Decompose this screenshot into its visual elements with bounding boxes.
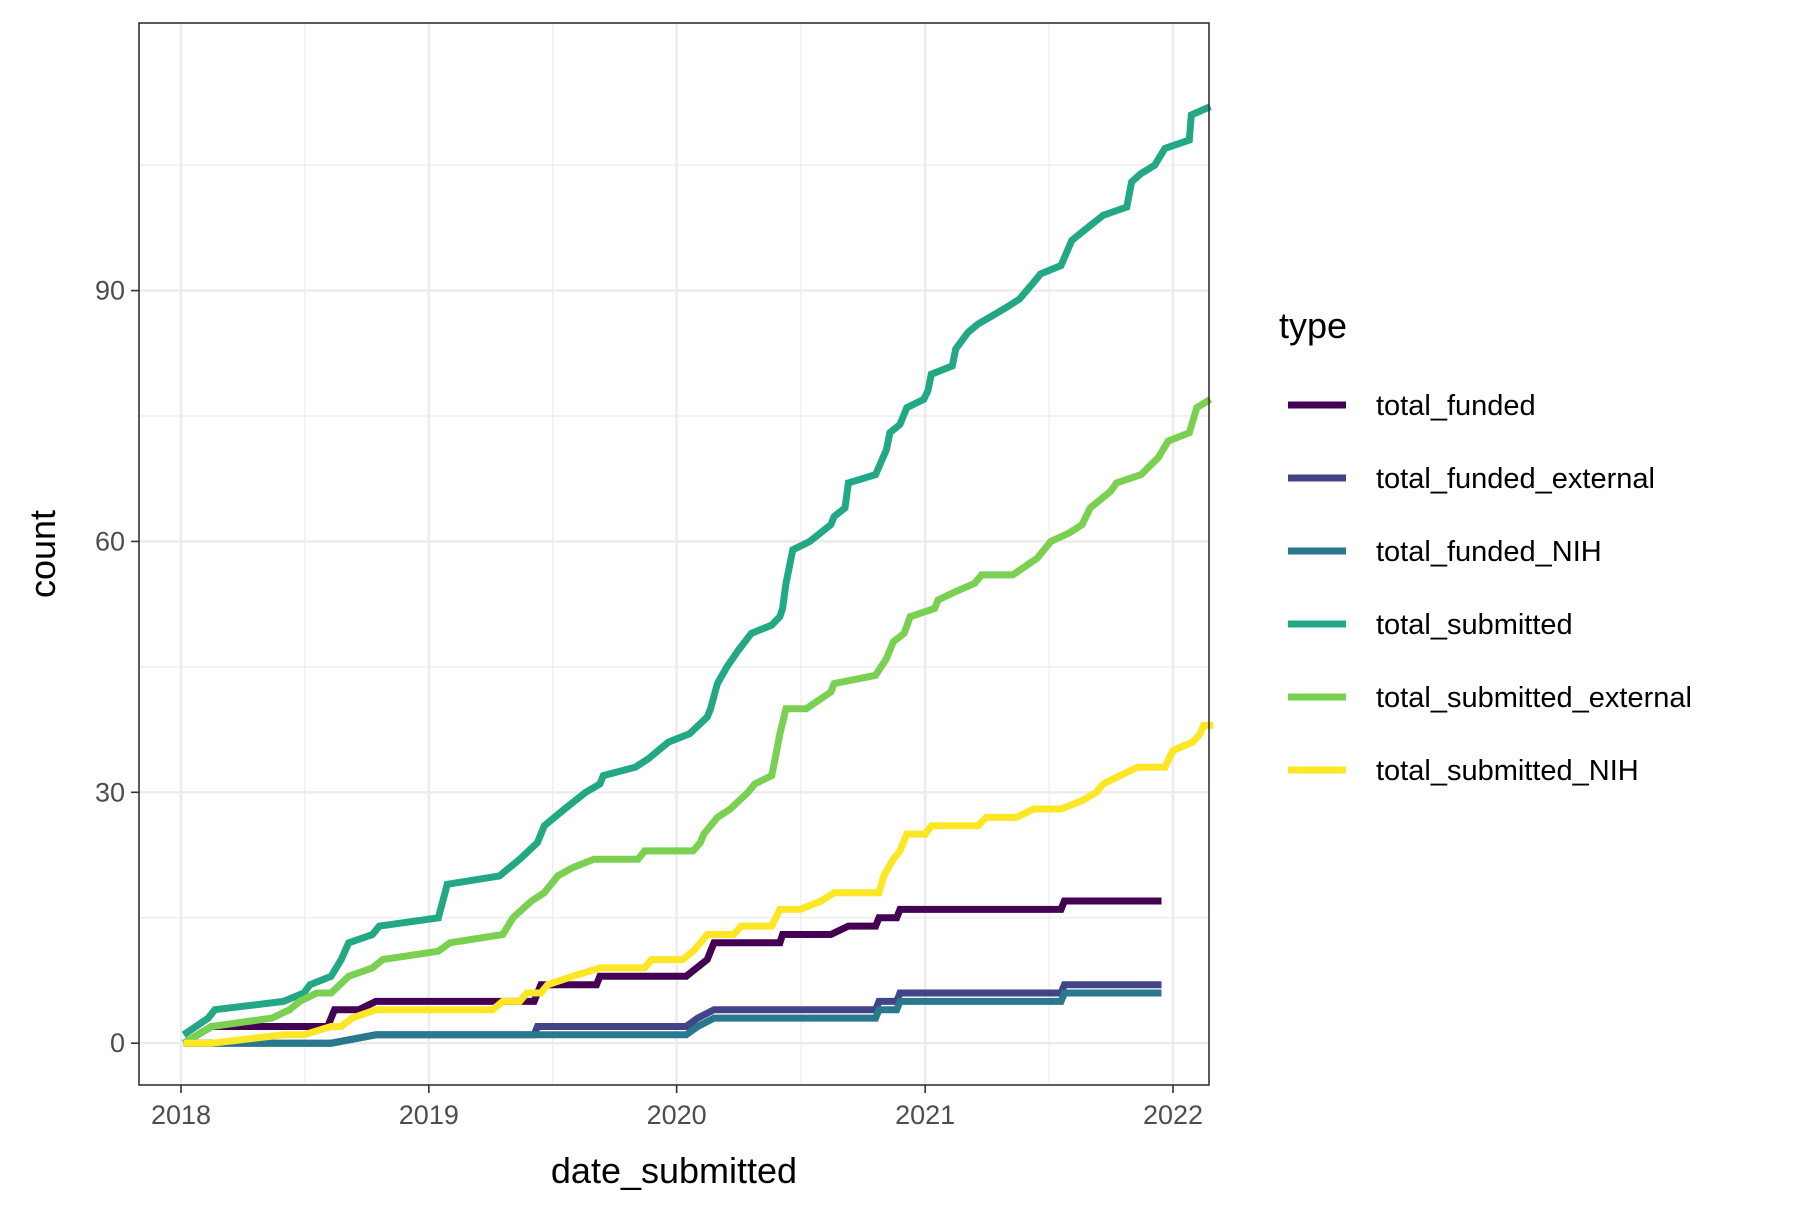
grid [139,23,1209,1085]
x-tick-label: 2018 [151,1100,211,1130]
series-line-total-submitted-external [181,396,1213,1047]
series-line-total-submitted-nih [183,721,1214,1047]
legend-items: total_funded total_funded_external total_f… [1288,390,1692,787]
legend-label: total_submitted [1376,609,1573,641]
y-tick-label: 0 [110,1028,125,1058]
x-tick-label: 2020 [647,1100,707,1130]
legend-label: total_submitted_NIH [1376,755,1639,787]
series-line-total-funded [181,897,1162,1047]
legend-item: total_funded [1288,390,1536,422]
y-axis-title: count [22,510,63,598]
legend-label: total_funded_NIH [1376,536,1602,568]
y-tick-label: 90 [95,276,125,306]
legend: type total_fundedtotal_funded_externalto… [1279,305,1692,787]
x-tick-label: 2021 [895,1100,955,1130]
legend-item: total_funded_external [1288,463,1655,495]
legend-item: total_submitted_NIH [1288,755,1639,787]
legend-item: total_funded_NIH [1288,536,1602,568]
x-tick-label: 2022 [1143,1100,1203,1130]
series-line-total-submitted [181,103,1212,1038]
legend-label: total_funded [1376,390,1536,422]
axis-ticks: 2018 2019 2020 2021 2022 0 30 60 90 [95,276,1203,1130]
y-tick-label: 30 [95,777,125,807]
legend-label: total_funded_external [1376,463,1655,495]
series-lines [181,103,1214,1047]
legend-label: total_submitted_external [1376,682,1692,714]
legend-item: total_submitted [1288,609,1573,641]
x-tick-label: 2019 [399,1100,459,1130]
series-line-total-funded-nih [183,989,1162,1047]
legend-title: type [1279,305,1347,346]
y-tick-label: 60 [95,526,125,556]
x-axis-title: date_submitted [551,1150,797,1191]
legend-item: total_submitted_external [1288,682,1692,714]
panel-border [138,22,1210,1086]
